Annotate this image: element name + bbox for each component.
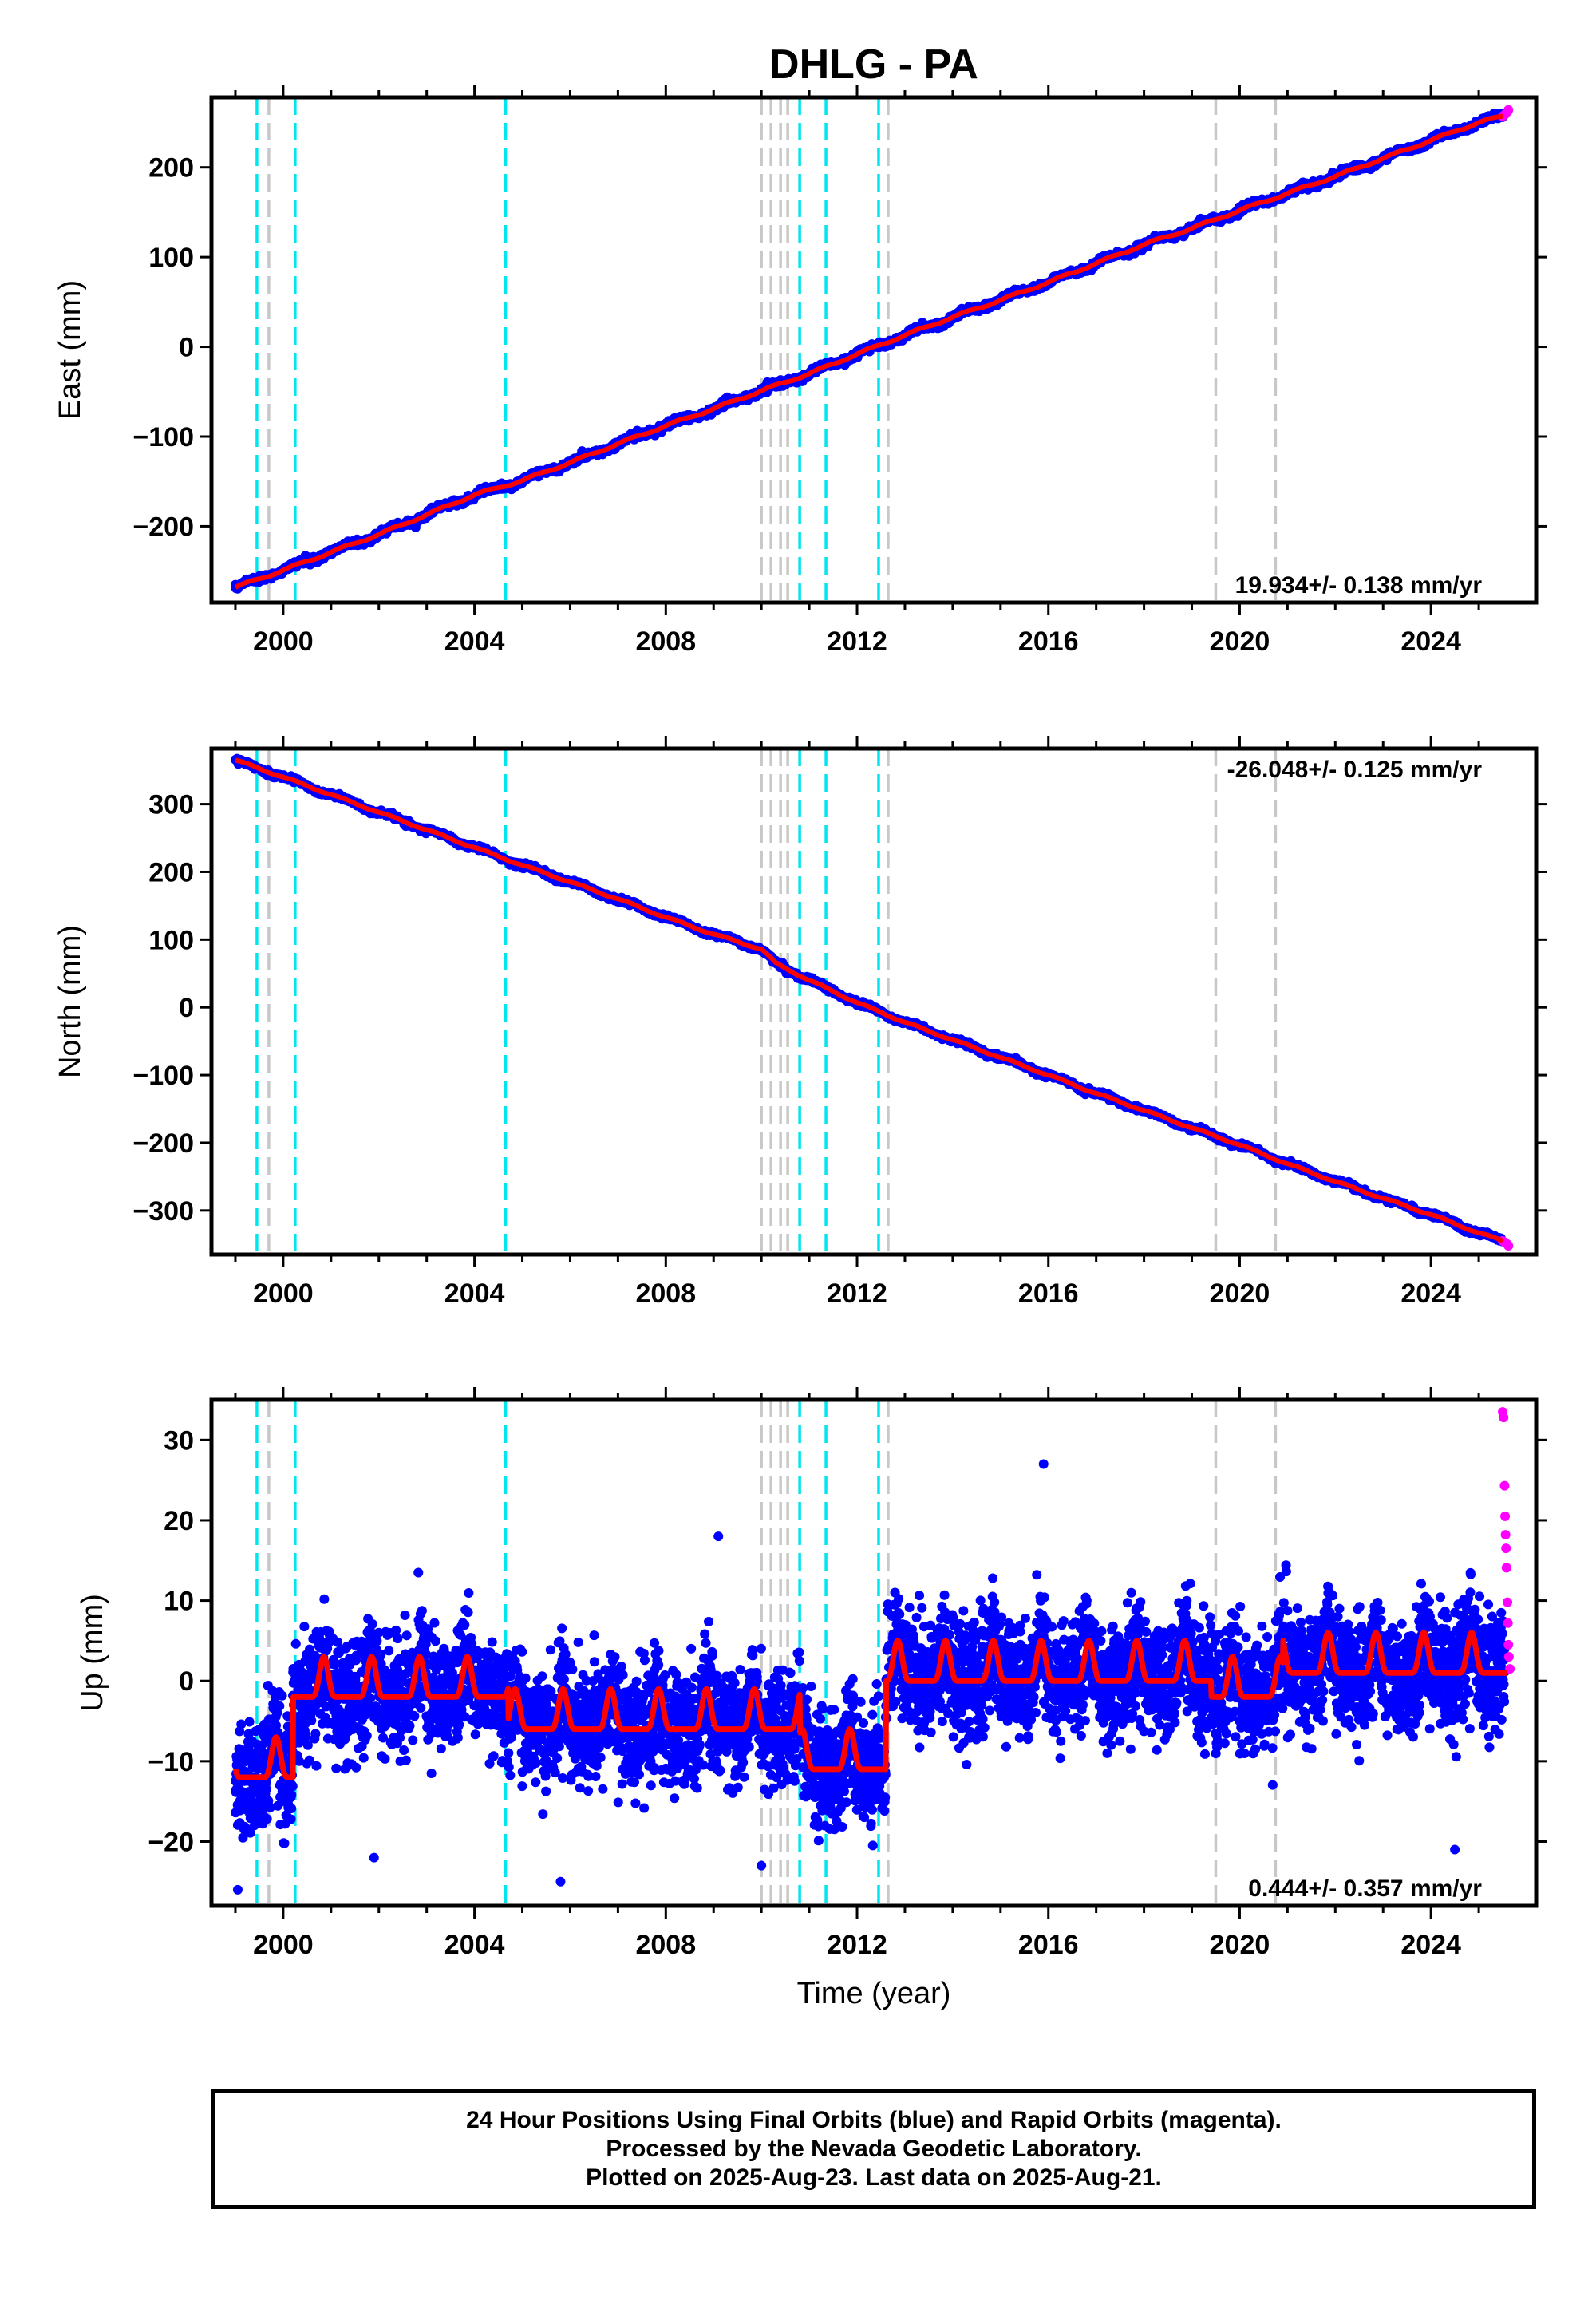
- y-axis-label: North (mm): [53, 925, 87, 1078]
- rate-label: 0.444+/- 0.357 mm/yr: [1248, 1875, 1482, 1902]
- panel-frame: [209, 746, 1539, 1257]
- x-tick-label: 2020: [1210, 1930, 1270, 1960]
- y-tick-label: −100: [132, 1061, 194, 1091]
- x-tick-label: 2008: [635, 1279, 696, 1309]
- outlier-point: [232, 1884, 243, 1895]
- rapid-orbit-point: [1503, 1639, 1514, 1650]
- rapid-orbit-point: [1505, 1664, 1515, 1674]
- x-tick-label: 2000: [253, 1930, 314, 1960]
- y-tick-label: 10: [164, 1587, 194, 1617]
- x-tick-label: 2016: [1018, 1930, 1079, 1960]
- rapid-orbit-point: [1503, 1240, 1514, 1251]
- rate-label: -26.048+/- 0.125 mm/yr: [1227, 757, 1483, 783]
- x-tick-label: 2008: [635, 1930, 696, 1960]
- x-tick-label: 2020: [1210, 1279, 1270, 1309]
- y-tick-label: −200: [132, 512, 194, 542]
- y-tick-label: 100: [148, 925, 194, 955]
- outlier-point: [757, 1860, 767, 1871]
- model-line: [235, 757, 1504, 1243]
- panel-frame: [209, 1397, 1539, 1908]
- panel-frame: [209, 95, 1539, 605]
- x-tick-label: 2024: [1400, 626, 1461, 657]
- x-tick-label: 2016: [1018, 626, 1079, 657]
- chart-title: DHLG - PA: [769, 41, 978, 88]
- x-tick-label: 2024: [1400, 1279, 1461, 1309]
- rapid-orbit-point: [1503, 105, 1514, 115]
- final-orbit-points: [231, 1560, 1510, 1851]
- outlier-point: [1450, 1844, 1460, 1855]
- rapid-orbit-point: [1500, 1511, 1511, 1521]
- caption-line-3: Plotted on 2025-Aug-23. Last data on 202…: [586, 2164, 1162, 2191]
- y-tick-label: −20: [148, 1827, 194, 1857]
- rapid-orbit-point: [1503, 1597, 1513, 1607]
- x-tick-label: 2004: [444, 1930, 505, 1960]
- y-tick-label: 100: [148, 243, 194, 273]
- caption-box: 24 Hour Positions Using Final Orbits (bl…: [211, 2089, 1536, 2209]
- rapid-orbit-point: [1503, 1618, 1513, 1628]
- x-tick-label: 2004: [444, 1279, 505, 1309]
- rapid-orbit-point: [1503, 1652, 1514, 1662]
- x-tick-label: 2016: [1018, 1279, 1079, 1309]
- x-tick-label: 2004: [444, 626, 505, 657]
- y-tick-label: −200: [132, 1128, 194, 1159]
- panel-east: −200 −100 0 100 200 2000 2004 2008 2012 2016 2020 2…: [53, 85, 1547, 657]
- y-tick-label: 200: [148, 153, 194, 184]
- rapid-orbit-point: [1499, 1480, 1510, 1491]
- outlier-point: [713, 1531, 724, 1542]
- rapid-orbit-point: [1501, 1563, 1511, 1573]
- x-axis-label: Time (year): [797, 1977, 951, 2010]
- y-tick-label: 300: [148, 790, 194, 820]
- y-tick-label: −10: [148, 1747, 194, 1777]
- x-tick-label: 2000: [253, 1279, 314, 1309]
- y-axis-label: East (mm): [53, 280, 87, 420]
- panel-up: −20 −10 0 10 20 30 2000 2004 2008 2012 2016 2020 202…: [76, 1387, 1547, 1960]
- y-tick-label: 0: [179, 993, 194, 1023]
- rapid-orbit-point: [1499, 1413, 1509, 1423]
- y-tick-label: 20: [164, 1506, 194, 1536]
- model-line: [232, 1630, 1510, 1780]
- y-tick-label: 0: [179, 1666, 194, 1697]
- y-tick-label: 0: [179, 333, 194, 363]
- y-tick-label: 200: [148, 857, 194, 887]
- rapid-orbit-point: [1501, 1543, 1511, 1554]
- x-tick-label: 2012: [827, 1930, 887, 1960]
- outlier-point: [555, 1876, 566, 1887]
- model-line: [234, 113, 1503, 590]
- panel-north: −300 −200 −100 0 100 200 300 2000 2004 2008 2012 20…: [53, 736, 1547, 1309]
- y-tick-label: −100: [132, 422, 194, 453]
- caption-line-2: Processed by the Nevada Geodetic Laborat…: [606, 2136, 1142, 2162]
- rate-label: 19.934+/- 0.138 mm/yr: [1235, 572, 1483, 599]
- outlier-point: [369, 1852, 379, 1863]
- x-tick-label: 2012: [827, 1279, 887, 1309]
- y-axis-label: Up (mm): [76, 1594, 109, 1712]
- y-tick-label: −300: [132, 1196, 194, 1227]
- caption-line-1: 24 Hour Positions Using Final Orbits (bl…: [466, 2107, 1282, 2133]
- x-tick-label: 2024: [1400, 1930, 1461, 1960]
- x-tick-label: 2000: [253, 626, 314, 657]
- x-tick-label: 2020: [1210, 626, 1270, 657]
- y-tick-label: 30: [164, 1425, 194, 1456]
- x-tick-label: 2008: [635, 626, 696, 657]
- outlier-point: [1038, 1459, 1049, 1469]
- x-tick-label: 2012: [827, 626, 887, 657]
- rapid-orbit-point: [1500, 1530, 1511, 1540]
